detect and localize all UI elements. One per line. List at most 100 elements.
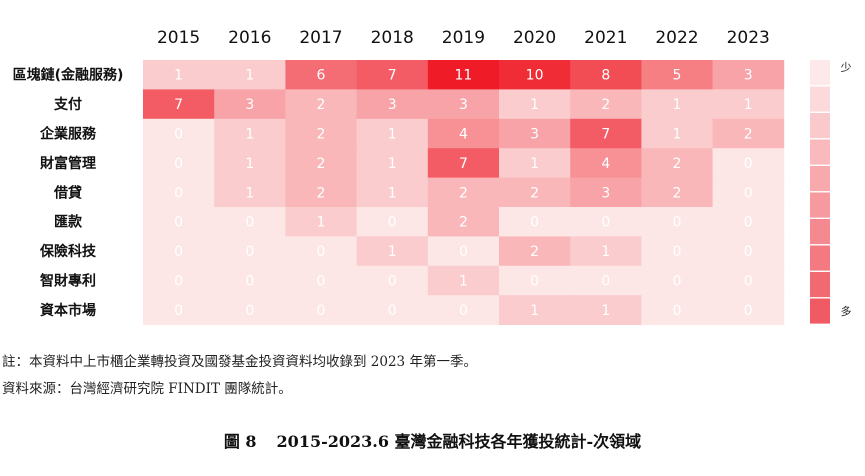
heatmap-cell xyxy=(570,177,642,208)
cell-value: 0 xyxy=(174,156,183,172)
heatmap-cell xyxy=(712,148,785,178)
cell-value: 0 xyxy=(245,215,254,231)
heatmap-cell xyxy=(641,295,713,325)
heatmap-cell xyxy=(285,177,357,208)
heatmap-cell xyxy=(427,295,500,325)
heatmap-cell xyxy=(214,89,286,120)
heatmap-cell xyxy=(570,295,642,325)
cell-value: 6 xyxy=(317,68,326,84)
heatmap-cell xyxy=(641,148,713,178)
legend-step xyxy=(810,298,830,324)
cell-value: 7 xyxy=(174,97,183,113)
heatmap-cell xyxy=(641,118,713,149)
heatmap-cell xyxy=(499,207,571,237)
heatmap-cell xyxy=(285,60,357,90)
legend-step xyxy=(810,166,830,192)
cell-value: 1 xyxy=(459,274,468,290)
heatmap-cell xyxy=(285,236,357,267)
heatmap-cell xyxy=(712,60,785,90)
cell-value: 0 xyxy=(174,215,183,231)
figure-number: 圖 8 xyxy=(223,432,257,451)
heatmap-cell xyxy=(641,60,713,90)
year-header: 2016 xyxy=(228,28,271,48)
cell-value: 0 xyxy=(388,303,397,319)
heatmap-cell xyxy=(214,295,286,325)
cell-value: 8 xyxy=(601,68,610,84)
heatmap-cell xyxy=(285,148,357,178)
legend-step xyxy=(810,86,830,112)
legend-step xyxy=(810,272,830,298)
cell-value: 0 xyxy=(174,244,183,260)
cell-value: 1 xyxy=(744,97,753,113)
heatmap-cell xyxy=(641,177,713,208)
heatmap-cell xyxy=(499,60,571,90)
cell-value: 0 xyxy=(530,274,539,290)
data-source: 資料來源：台灣經濟研究院 FINDIT 團隊統計。 xyxy=(2,381,292,397)
cell-value: 3 xyxy=(388,97,397,113)
cell-value: 1 xyxy=(174,68,183,84)
heatmap-cell xyxy=(356,265,429,296)
cell-value: 0 xyxy=(601,274,610,290)
year-header: 2021 xyxy=(584,28,627,48)
cell-value: 0 xyxy=(459,303,468,319)
heatmap-cell xyxy=(499,148,571,178)
cell-value: 0 xyxy=(388,274,397,290)
row-label: 支付 xyxy=(53,96,82,113)
heatmap-cell xyxy=(427,236,500,267)
heatmap-cell xyxy=(356,89,429,120)
heatmap-cell xyxy=(641,207,713,237)
cell-value: 2 xyxy=(601,97,610,113)
cell-value: 0 xyxy=(388,215,397,231)
cell-value: 0 xyxy=(317,274,326,290)
heatmap-cell xyxy=(712,89,785,120)
cell-value: 0 xyxy=(601,215,610,231)
cell-value: 0 xyxy=(174,185,183,201)
cell-value: 1 xyxy=(388,156,397,172)
cell-value: 0 xyxy=(744,156,753,172)
heatmap-cell xyxy=(427,89,500,120)
cell-value: 2 xyxy=(459,215,468,231)
cell-value: 7 xyxy=(459,156,468,172)
heatmap-cell xyxy=(712,236,785,267)
heatmap-cell xyxy=(285,118,357,149)
cell-value: 1 xyxy=(601,303,610,319)
cell-value: 1 xyxy=(245,156,254,172)
row-label: 財富管理 xyxy=(39,155,96,172)
heatmap-cell xyxy=(427,118,500,149)
heatmap-cell xyxy=(712,295,785,325)
heatmap-cell xyxy=(712,207,785,237)
heatmap-cell xyxy=(570,265,642,296)
cell-value: 0 xyxy=(245,274,254,290)
heatmap-cell xyxy=(214,148,286,178)
cell-value: 2 xyxy=(317,185,326,201)
cell-value: 2 xyxy=(317,156,326,172)
year-header: 2020 xyxy=(513,28,556,48)
legend-step xyxy=(810,245,830,271)
legend-step xyxy=(810,113,830,139)
cell-value: 7 xyxy=(388,68,397,84)
year-header: 2018 xyxy=(371,28,414,48)
heatmap-cell xyxy=(356,207,429,237)
cell-value: 2 xyxy=(317,97,326,113)
year-header: 2017 xyxy=(299,28,342,48)
heatmap-cell xyxy=(356,295,429,325)
heatmap-cell xyxy=(712,265,785,296)
heatmap-cell xyxy=(499,177,571,208)
heatmap-cell xyxy=(499,265,571,296)
cell-value: 0 xyxy=(744,185,753,201)
heatmap-cell xyxy=(143,89,215,120)
heatmap-cell xyxy=(356,148,429,178)
heatmap-cell xyxy=(712,177,785,208)
heatmap-cell xyxy=(143,207,215,237)
cell-value: 5 xyxy=(673,68,682,84)
cell-value: 0 xyxy=(744,244,753,260)
heatmap-cell xyxy=(356,177,429,208)
cell-value: 3 xyxy=(530,127,539,143)
cell-value: 2 xyxy=(530,244,539,260)
row-label: 借貸 xyxy=(53,184,82,201)
cell-value: 1 xyxy=(317,215,326,231)
row-label: 區塊鏈(金融服務) xyxy=(13,67,124,84)
heatmap-cell xyxy=(499,89,571,120)
heatmap-cell xyxy=(356,118,429,149)
heatmap-cell xyxy=(143,118,215,149)
